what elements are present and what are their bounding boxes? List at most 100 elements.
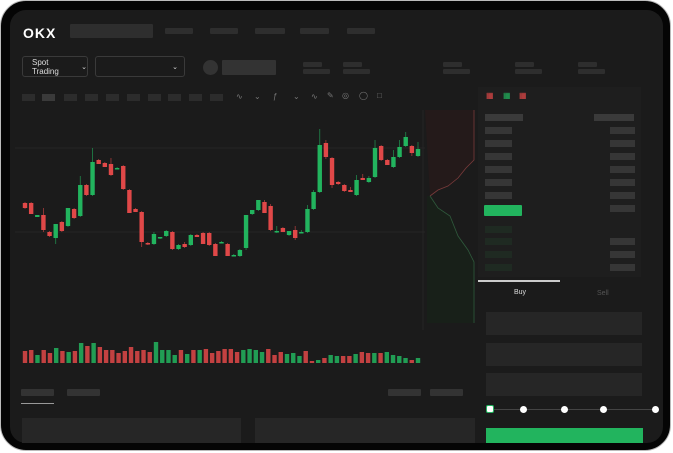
candle <box>231 255 236 257</box>
chevron-down-icon[interactable]: ⌄ <box>293 92 300 101</box>
timeframe-button[interactable] <box>168 94 181 101</box>
orderbook-price[interactable] <box>485 264 512 271</box>
candle <box>311 192 316 209</box>
nav-item[interactable] <box>300 28 329 34</box>
price-input[interactable] <box>486 312 642 335</box>
orderbook-price[interactable] <box>485 140 512 147</box>
chart-type-icon[interactable]: ⌄ <box>254 92 261 101</box>
stat-label <box>443 62 462 67</box>
orderbook-bids-icon[interactable]: ▦ <box>503 91 511 100</box>
candle <box>323 143 329 157</box>
total-input[interactable] <box>486 373 642 396</box>
candle <box>151 234 157 244</box>
candle <box>114 168 120 170</box>
nav-item[interactable] <box>255 28 285 34</box>
volume-bar <box>97 347 103 363</box>
slider-track[interactable] <box>490 409 656 410</box>
amount-input[interactable] <box>486 343 642 366</box>
candle <box>280 228 286 232</box>
market-selector-label: Spot Trading <box>32 57 59 76</box>
volume-bar <box>222 349 227 363</box>
timeframe-button[interactable] <box>148 94 161 101</box>
orderbook-price[interactable] <box>485 226 512 233</box>
candle <box>176 245 181 249</box>
fullscreen-icon[interactable]: □ <box>377 91 382 100</box>
timeframe-button[interactable] <box>22 94 35 101</box>
buy-button[interactable] <box>486 428 643 443</box>
depth-ask-area <box>425 110 474 196</box>
tab-order-history[interactable] <box>67 389 100 396</box>
target-icon[interactable]: ◎ <box>342 91 349 100</box>
timeframe-button[interactable] <box>210 94 223 101</box>
volume-bar <box>334 356 340 363</box>
draw-icon[interactable]: ✎ <box>327 91 334 100</box>
candle <box>250 210 255 214</box>
market-selector[interactable]: Spot Trading ⌄ <box>22 56 88 77</box>
volume-bar <box>315 360 321 363</box>
settings-icon[interactable]: ◯ <box>359 91 368 100</box>
volume-bar <box>66 352 71 363</box>
orderbook-price[interactable] <box>485 251 512 258</box>
orderbook-price[interactable] <box>485 153 512 160</box>
volume-bar <box>415 358 421 363</box>
stat-label <box>515 62 534 67</box>
orderbook-asks-icon[interactable]: ▦ <box>519 91 527 100</box>
volume-bar <box>60 351 65 363</box>
candle <box>170 232 175 249</box>
volume-bar <box>53 348 59 363</box>
nav-item[interactable] <box>347 28 375 34</box>
candle <box>378 146 384 160</box>
trend-line-icon[interactable]: ∿ <box>311 92 318 101</box>
orderbook-price[interactable] <box>485 166 512 173</box>
filter-button[interactable] <box>388 389 421 396</box>
orderbook-price[interactable] <box>485 192 512 199</box>
okx-logo[interactable]: OKX <box>23 25 57 41</box>
orderbook-price[interactable] <box>485 179 512 186</box>
candle <box>329 158 335 185</box>
candle <box>335 182 341 184</box>
slider-stop[interactable] <box>561 406 568 413</box>
slider-stop[interactable] <box>600 406 607 413</box>
timeframe-button[interactable] <box>127 94 140 101</box>
orderbook-price[interactable] <box>485 127 512 134</box>
volume-bar <box>247 349 252 363</box>
nav-item[interactable] <box>165 28 193 34</box>
volume-bar <box>372 353 377 363</box>
search-bar[interactable] <box>70 24 153 38</box>
timeframe-button[interactable] <box>85 94 98 101</box>
tab-open-orders[interactable] <box>21 389 54 396</box>
tab-indicator <box>478 280 560 282</box>
slider-stop[interactable] <box>652 406 659 413</box>
candle <box>299 232 304 234</box>
orderbook-amount <box>610 127 635 134</box>
timeframe-button[interactable] <box>64 94 77 101</box>
timeframe-button-active[interactable] <box>42 94 55 101</box>
tab-underline <box>21 403 54 404</box>
indicator-icon[interactable]: ƒ <box>273 92 278 101</box>
nav-item[interactable] <box>210 28 238 34</box>
tab-sell[interactable]: Sell <box>597 290 609 297</box>
volume-bar <box>103 350 109 363</box>
stat-value <box>515 69 542 74</box>
filter-button[interactable] <box>430 389 463 396</box>
timeframe-button[interactable] <box>106 94 119 101</box>
candle <box>84 185 89 195</box>
line-style-icon[interactable]: ∿ <box>236 92 243 101</box>
volume-bar <box>122 351 128 363</box>
volume-bar <box>41 350 46 363</box>
pair-selector[interactable]: ⌄ <box>95 56 185 77</box>
orderbook-amount <box>610 238 635 245</box>
volume-bar <box>135 351 140 363</box>
tab-buy[interactable]: Buy <box>514 289 527 296</box>
slider-stop[interactable] <box>520 406 527 413</box>
orderbook-price[interactable] <box>485 238 512 245</box>
volume-bar <box>228 349 234 363</box>
volume-bar <box>29 350 34 363</box>
candle <box>207 233 212 245</box>
candle <box>403 137 408 146</box>
slider-handle[interactable] <box>486 405 494 413</box>
orderbook-both-icon[interactable]: ▦ <box>486 91 494 100</box>
candle <box>213 244 218 256</box>
timeframe-button[interactable] <box>189 94 202 101</box>
